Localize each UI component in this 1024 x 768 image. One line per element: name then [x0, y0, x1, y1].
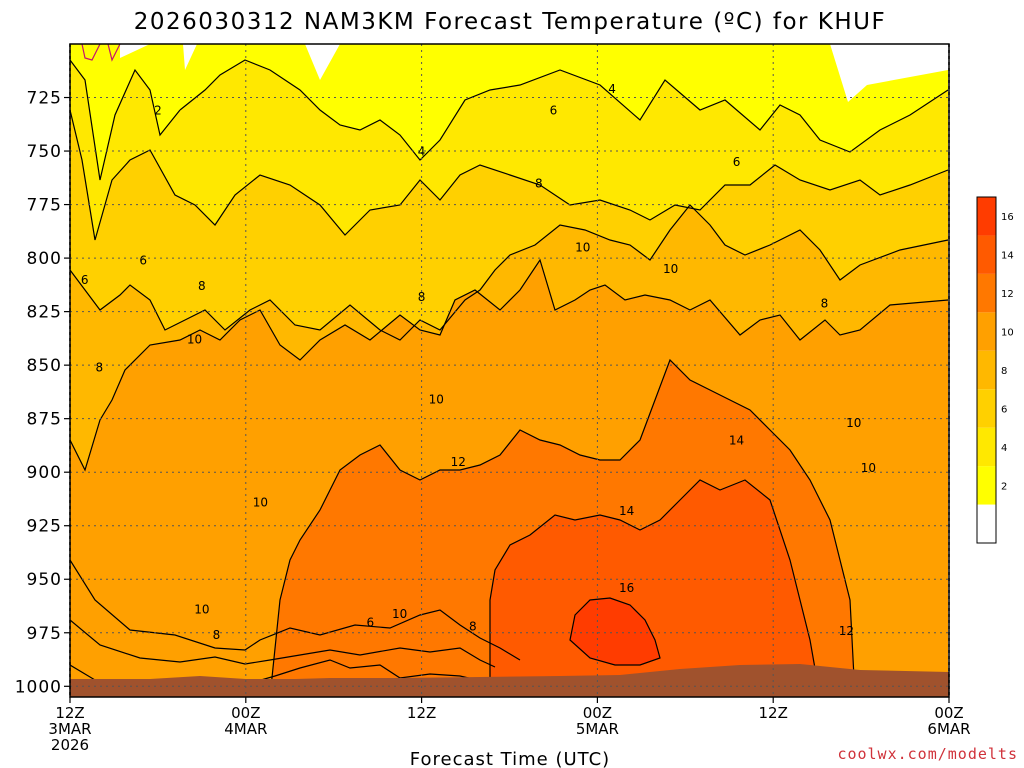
contour-label-23: 10: [194, 603, 209, 617]
contour-label-4: 6: [733, 155, 741, 169]
contour-label-8: 8: [198, 279, 206, 293]
x-tick-label-5-line1: 00Z: [934, 704, 963, 722]
y-tick-label-5: 850: [27, 356, 62, 376]
x-tick-label-0-line1: 12Z: [55, 704, 84, 722]
colorbar-swatch-3: [977, 389, 996, 428]
y-tick-label-0: 725: [27, 89, 62, 109]
contour-line-lower-8: [70, 619, 496, 668]
contour-line-14: [489, 479, 821, 697]
chart-title: 2026030312 NAM3KM Forecast Temperature (…: [134, 9, 886, 35]
contour-label-14: 8: [95, 361, 103, 375]
contour-label-28: 12: [839, 624, 854, 638]
contour-line-2: [70, 59, 181, 181]
contour-label-9: 8: [418, 290, 426, 304]
contour-label-18: 10: [846, 416, 861, 430]
x-tick-label-0-line2: 3MAR: [48, 720, 91, 738]
contour-line-6: [70, 109, 949, 241]
x-tick-label-5-line2: 6MAR: [927, 720, 970, 738]
y-tick-label-6: 875: [27, 410, 62, 430]
surface-terrain-top: [70, 664, 949, 697]
x-tick-label-1-line2: 4MAR: [224, 720, 267, 738]
y-tick-label-4: 825: [27, 303, 62, 323]
temperature-field: [70, 44, 949, 697]
contour-label-13: 10: [187, 333, 202, 347]
colorbar-label-6: 12: [1001, 289, 1014, 300]
y-tick-label-2: 775: [27, 196, 62, 216]
contour-line-10: [70, 258, 949, 472]
contour-label-12: 10: [663, 262, 678, 276]
x-tick-label-4-line1: 12Z: [759, 704, 788, 722]
colorbar-label-7: 14: [1001, 251, 1014, 262]
colorbar-label-5: 10: [1001, 328, 1014, 339]
contour-label-17: 14: [729, 433, 744, 447]
y-tick-label-10: 975: [27, 624, 62, 644]
contour-label-16: 12: [451, 455, 466, 469]
x-tick-label-1-line1: 00Z: [231, 704, 260, 722]
contour-line-8: [70, 204, 949, 341]
colorbar: 2 4 6 8 10 12 14 16: [976, 196, 1014, 544]
x-tick-label-3-line1: 00Z: [583, 704, 612, 722]
x-axis-label: Forecast Time (UTC): [410, 749, 610, 768]
y-tick-label-11: 1000: [15, 677, 62, 697]
colorbar-swatch-5: [977, 312, 996, 351]
y-axis-ticks: 725 750 775 800 825 850 875 900 925 950 975 1000: [15, 89, 70, 697]
contour-line-4: [179, 59, 949, 161]
temp-band-16-18: [570, 598, 660, 665]
x-tick-label-2-line1: 12Z: [407, 704, 436, 722]
contour-line-upper-2: [81, 44, 121, 62]
colorbar-swatch-4: [977, 350, 996, 390]
contour-label-1: 4: [418, 144, 426, 158]
y-tick-label-3: 800: [27, 249, 62, 269]
colorbar-label-8: 16: [1001, 212, 1014, 223]
colorbar-swatch-6: [977, 273, 996, 313]
contour-label-15: 10: [429, 393, 444, 407]
contour-line-16: [569, 597, 661, 666]
colorbar-label-2: 4: [1001, 443, 1007, 454]
contour-label-25: 10: [392, 607, 407, 621]
contour-label-2: 4: [608, 82, 616, 96]
colorbar-swatch-0: [977, 504, 996, 543]
contour-label-22: 16: [619, 581, 634, 595]
contour-label-0: 2: [154, 104, 162, 118]
contour-label-6: 6: [139, 254, 147, 268]
contour-label-26: 6: [367, 615, 375, 629]
colorbar-swatch-2: [977, 427, 996, 467]
colorbar-swatch-7: [977, 235, 996, 274]
y-tick-label-7: 900: [27, 463, 62, 483]
contour-line-lower-10: [70, 559, 521, 661]
contour-label-3: 6: [550, 104, 558, 118]
contour-label-20: 10: [253, 495, 268, 509]
x-tick-label-3-line2: 5MAR: [576, 720, 619, 738]
colorbar-swatch-1: [977, 466, 996, 505]
contour-line-12: [269, 358, 856, 697]
y-tick-label-9: 950: [27, 570, 62, 590]
colorbar-frame: [976, 196, 997, 544]
contour-label-5: 8: [535, 176, 543, 190]
x-tick-label-0-line3: 2026: [51, 736, 89, 754]
contour-label-24: 8: [213, 628, 221, 642]
contour-labels: 2 4 4 6 6 8 6 6 8 8 8 10 10 10 8 10 12 14 10 10 10 14 16 10 8 10 6…: [81, 82, 876, 642]
colorbar-label-1: 2: [1001, 481, 1007, 492]
contour-label-19: 10: [861, 461, 876, 475]
colorbar-swatch-8: [977, 197, 996, 236]
y-tick-label-1: 750: [27, 142, 62, 162]
contour-label-7: 6: [81, 273, 89, 287]
colorbar-label-3: 6: [1001, 404, 1007, 415]
y-tick-label-8: 925: [27, 517, 62, 537]
contour-label-27: 8: [469, 620, 477, 634]
credit-text: coolwx.com/modelts: [837, 745, 1018, 763]
contour-label-11: 10: [575, 241, 590, 255]
colorbar-label-4: 8: [1001, 366, 1007, 377]
contour-label-21: 14: [619, 504, 634, 518]
contour-label-10: 8: [821, 296, 829, 310]
